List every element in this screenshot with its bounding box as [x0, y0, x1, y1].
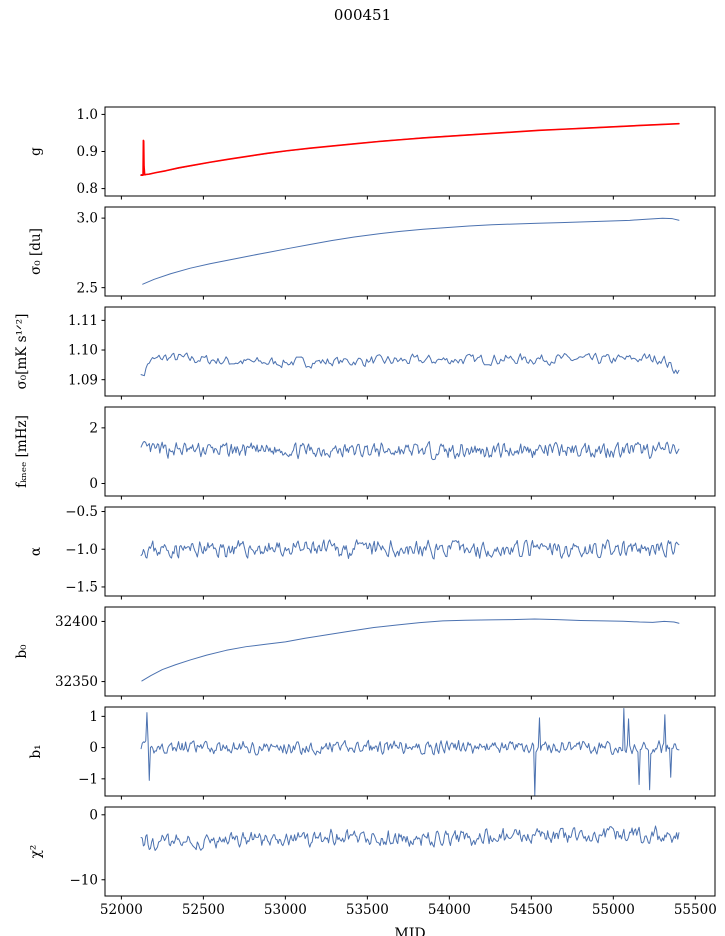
panel-frame-b1	[104, 706, 716, 797]
series-alpha-alpha	[140, 539, 680, 560]
series-b1-b1	[140, 708, 680, 796]
panel-frame-b0	[104, 606, 716, 697]
ytick-label-sigma0_du-0: 2.5	[77, 280, 98, 296]
panel-frame-sigma0_du	[104, 206, 716, 297]
ytick-label-gain-2: 1.0	[77, 107, 98, 123]
ytick-label-f_knee-0: 0	[89, 476, 98, 492]
xtick-label-3: 53500	[346, 902, 389, 918]
series-sigma0_du-sigma0_du	[142, 217, 680, 285]
series-chi2-chi2	[140, 825, 680, 851]
xtick-label-2: 53000	[264, 902, 307, 918]
xlabel-mjd: MJD	[394, 926, 425, 936]
panel-chi2: −10 0 52000 52500 53000 53500 54000 54500 55000 5…	[28, 806, 717, 918]
ylabel-alpha: α	[28, 547, 44, 556]
ylabel-chi2: χ²	[28, 845, 44, 859]
xtick-label-4: 54000	[428, 902, 471, 918]
ylabel-sigma0_mK: σ₀[mK s¹ᐟ²]	[14, 314, 30, 390]
ytick-label-b1-1: 0	[89, 740, 98, 756]
series-b0-b0	[141, 618, 680, 682]
ytick-label-sigma0_mK-2: 1.11	[68, 313, 98, 329]
ytick-label-b0-0: 32350	[55, 674, 98, 690]
panel-gain: 0.8 0.9 1.0 g	[28, 106, 716, 200]
xtick-label-1: 52500	[182, 902, 225, 918]
ytick-label-b1-2: 1	[89, 709, 98, 725]
ylabel-sigma0_du: σ₀ [du]	[28, 228, 44, 275]
ylabel-f_knee: fₖₙₑₑ [mHz]	[14, 415, 30, 488]
series-gain-g_data	[140, 122, 680, 177]
series-gain-g_model	[140, 123, 680, 175]
panel-f_knee: 0 2 fₖₙₑₑ [mHz]	[14, 406, 716, 500]
xtick-label-0: 52000	[100, 902, 143, 918]
panel-frame-chi2	[104, 806, 716, 897]
ytick-label-b1-0: −1	[78, 771, 98, 787]
xtick-label-5: 54500	[510, 902, 553, 918]
panel-sigma0_mK: 1.09 1.10 1.11 σ₀[mK s¹ᐟ²]	[14, 306, 716, 400]
panel-sigma0_du: 2.5 3.0 σ₀ [du]	[28, 206, 716, 300]
panel-frame-alpha	[104, 506, 716, 597]
ylabel-gain: g	[28, 147, 44, 156]
panel-alpha: −0.5 −1.0 −1.5 α	[28, 504, 716, 600]
panel-frame-sigma0_mK	[104, 306, 716, 397]
ylabel-b0: b₀	[14, 644, 30, 659]
panel-frame-f_knee	[104, 406, 716, 497]
ytick-label-alpha-2: −1.5	[65, 580, 98, 596]
panel-frame-gain	[104, 106, 716, 197]
figure-title: 000451	[333, 6, 392, 24]
ytick-label-sigma0_mK-1: 1.10	[68, 343, 98, 359]
ytick-label-alpha-0: −0.5	[65, 504, 98, 520]
ytick-label-b0-1: 32400	[55, 614, 98, 630]
ytick-label-f_knee-1: 2	[89, 420, 98, 436]
panel-b1: −1 0 1 b₁	[28, 706, 716, 800]
ytick-label-gain-0: 0.8	[77, 181, 98, 197]
ytick-label-alpha-1: −1.0	[65, 542, 98, 558]
ytick-label-gain-1: 0.9	[77, 144, 98, 160]
series-sigma0_mK-sigma0_mK	[140, 352, 680, 377]
xtick-label-6: 55000	[592, 902, 635, 918]
ytick-label-chi2-0: −10	[70, 872, 99, 888]
ytick-label-sigma0_mK-0: 1.09	[68, 372, 98, 388]
xtick-label-7: 55500	[674, 902, 717, 918]
ylabel-b1: b₁	[28, 744, 44, 758]
ytick-label-sigma0_du-1: 3.0	[77, 211, 98, 227]
series-f_knee-f_knee	[140, 441, 680, 461]
panel-b0: 32350 32400 b₀	[14, 606, 716, 700]
ytick-label-chi2-1: 0	[89, 807, 98, 823]
